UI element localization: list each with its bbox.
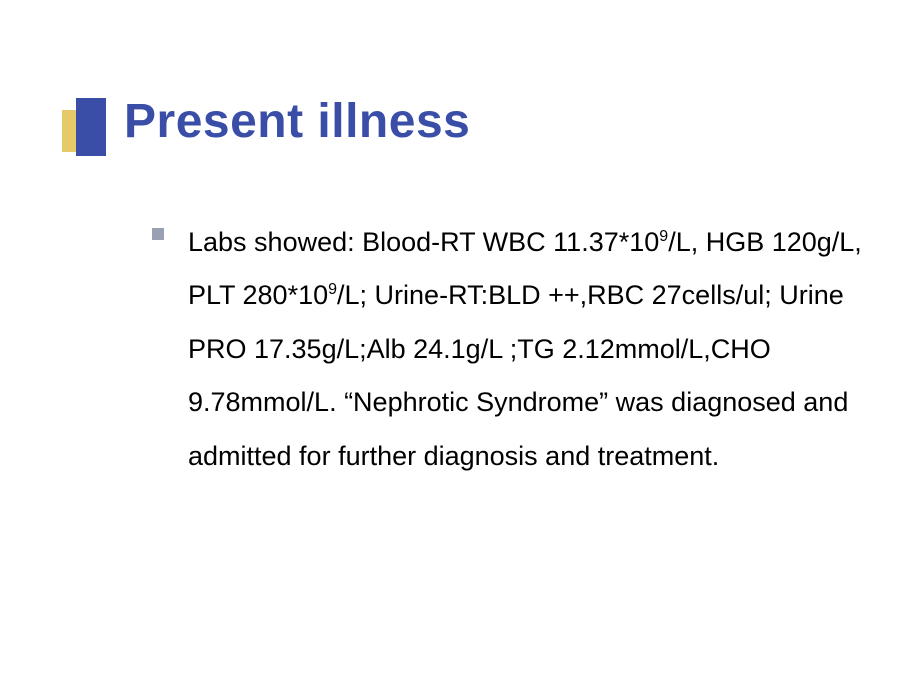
deco-blue-block	[76, 98, 106, 156]
slide: Present illness Labs showed: Blood-RT WB…	[0, 0, 920, 690]
bullet-text: Labs showed: Blood-RT WBC 11.37*109/L, H…	[188, 216, 872, 483]
bullet-marker-icon	[152, 228, 164, 240]
slide-title: Present illness	[124, 94, 470, 149]
bullet-item: Labs showed: Blood-RT WBC 11.37*109/L, H…	[152, 216, 872, 483]
title-decoration	[62, 98, 122, 158]
slide-body: Labs showed: Blood-RT WBC 11.37*109/L, H…	[152, 216, 872, 483]
